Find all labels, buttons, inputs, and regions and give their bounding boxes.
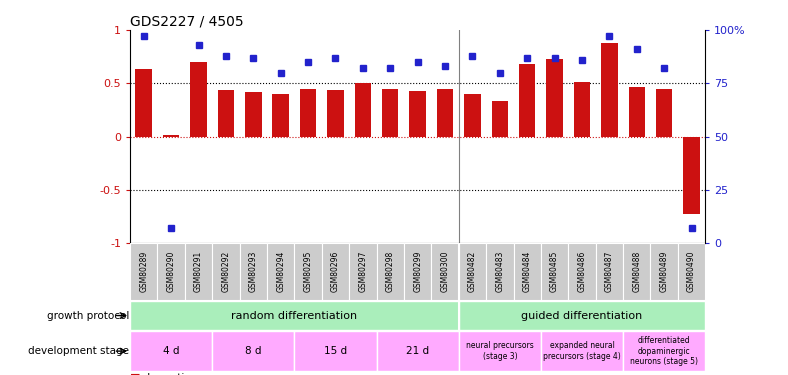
Text: growth protocol: growth protocol xyxy=(47,310,129,321)
FancyBboxPatch shape xyxy=(650,243,678,300)
Text: GSM80293: GSM80293 xyxy=(249,251,258,292)
Bar xyxy=(437,88,453,136)
Bar xyxy=(355,83,371,136)
Text: GSM80490: GSM80490 xyxy=(687,251,696,292)
FancyBboxPatch shape xyxy=(541,331,623,371)
FancyBboxPatch shape xyxy=(212,243,240,300)
Text: GSM80295: GSM80295 xyxy=(303,251,313,292)
Text: GSM80487: GSM80487 xyxy=(605,251,614,292)
Bar xyxy=(382,88,399,136)
FancyBboxPatch shape xyxy=(212,331,295,371)
Text: GSM80484: GSM80484 xyxy=(522,251,532,292)
Text: GSM80296: GSM80296 xyxy=(331,251,340,292)
FancyBboxPatch shape xyxy=(431,243,459,300)
FancyBboxPatch shape xyxy=(459,243,486,300)
Text: development stage: development stage xyxy=(28,346,129,356)
Text: 4 d: 4 d xyxy=(163,346,180,356)
Bar xyxy=(163,135,180,136)
Text: GSM80299: GSM80299 xyxy=(413,251,422,292)
Bar xyxy=(464,94,481,136)
Text: GSM80292: GSM80292 xyxy=(221,251,230,292)
Text: ■: ■ xyxy=(130,373,140,375)
Bar xyxy=(217,90,234,136)
Bar xyxy=(245,92,262,136)
Bar xyxy=(629,87,645,136)
Bar xyxy=(492,102,508,136)
FancyBboxPatch shape xyxy=(295,331,377,371)
Text: GSM80485: GSM80485 xyxy=(550,251,559,292)
FancyBboxPatch shape xyxy=(267,243,295,300)
Text: GSM80294: GSM80294 xyxy=(276,251,285,292)
FancyBboxPatch shape xyxy=(459,331,541,371)
Text: GSM80290: GSM80290 xyxy=(166,251,176,292)
Bar xyxy=(601,43,618,136)
Text: GDS2227 / 4505: GDS2227 / 4505 xyxy=(130,15,243,29)
FancyBboxPatch shape xyxy=(130,243,158,300)
FancyBboxPatch shape xyxy=(130,331,212,371)
Text: GSM80289: GSM80289 xyxy=(139,251,148,292)
Bar xyxy=(273,94,289,136)
Bar xyxy=(136,69,152,136)
FancyBboxPatch shape xyxy=(514,243,541,300)
FancyBboxPatch shape xyxy=(568,243,596,300)
FancyBboxPatch shape xyxy=(295,243,322,300)
FancyBboxPatch shape xyxy=(486,243,514,300)
Text: GSM80483: GSM80483 xyxy=(496,251,504,292)
FancyBboxPatch shape xyxy=(240,243,267,300)
Text: GSM80298: GSM80298 xyxy=(386,251,395,292)
Bar xyxy=(300,88,316,136)
Text: random differentiation: random differentiation xyxy=(232,310,358,321)
Text: 8 d: 8 d xyxy=(245,346,262,356)
Bar xyxy=(410,91,426,136)
Text: neural precursors
(stage 3): neural precursors (stage 3) xyxy=(466,341,533,361)
Text: 15 d: 15 d xyxy=(324,346,347,356)
FancyBboxPatch shape xyxy=(623,331,705,371)
FancyBboxPatch shape xyxy=(377,331,459,371)
Bar xyxy=(519,64,535,136)
Text: GSM80297: GSM80297 xyxy=(359,251,367,292)
FancyBboxPatch shape xyxy=(322,243,349,300)
Bar xyxy=(574,82,590,136)
Text: GSM80486: GSM80486 xyxy=(578,251,586,292)
Bar xyxy=(656,88,672,136)
Bar xyxy=(546,59,563,136)
Text: GSM80291: GSM80291 xyxy=(194,251,203,292)
Text: GSM80489: GSM80489 xyxy=(660,251,669,292)
FancyBboxPatch shape xyxy=(349,243,377,300)
Text: GSM80482: GSM80482 xyxy=(468,251,477,292)
Text: GSM80488: GSM80488 xyxy=(632,251,641,292)
Bar xyxy=(327,90,344,136)
FancyBboxPatch shape xyxy=(185,243,212,300)
Text: expanded neural
precursors (stage 4): expanded neural precursors (stage 4) xyxy=(543,341,621,361)
Text: 21 d: 21 d xyxy=(406,346,429,356)
Bar xyxy=(683,136,700,214)
FancyBboxPatch shape xyxy=(541,243,568,300)
FancyBboxPatch shape xyxy=(130,301,459,330)
FancyBboxPatch shape xyxy=(377,243,404,300)
FancyBboxPatch shape xyxy=(678,243,705,300)
FancyBboxPatch shape xyxy=(623,243,650,300)
Text: GSM80300: GSM80300 xyxy=(440,251,449,292)
FancyBboxPatch shape xyxy=(459,301,705,330)
Text: log ratio: log ratio xyxy=(144,373,191,375)
Text: guided differentiation: guided differentiation xyxy=(522,310,643,321)
FancyBboxPatch shape xyxy=(404,243,431,300)
Text: differentiated
dopaminergic
neurons (stage 5): differentiated dopaminergic neurons (sta… xyxy=(630,336,698,366)
FancyBboxPatch shape xyxy=(158,243,185,300)
FancyBboxPatch shape xyxy=(596,243,623,300)
Bar xyxy=(190,62,206,136)
